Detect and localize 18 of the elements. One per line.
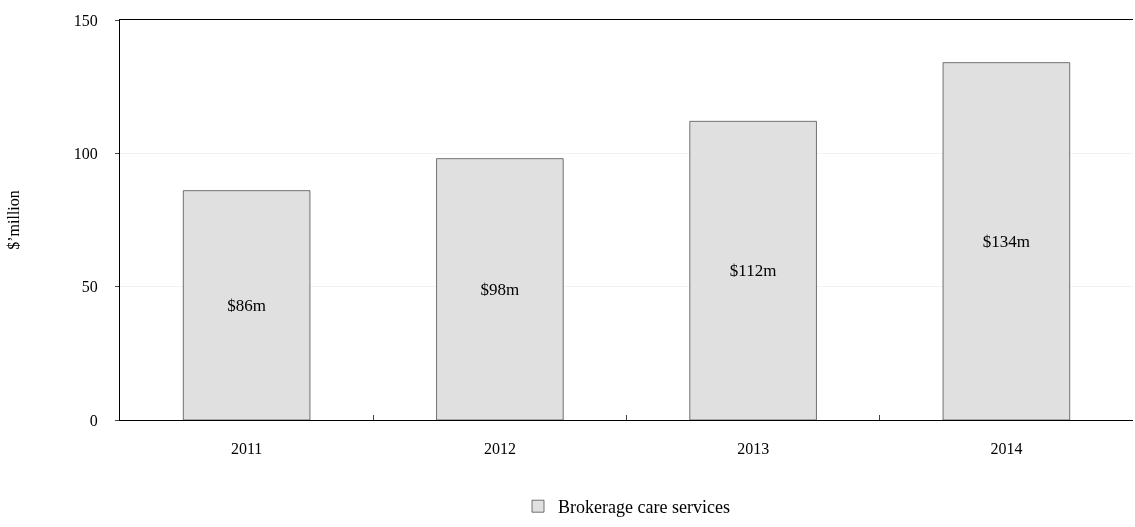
bar: [182, 190, 311, 420]
y-tick-label: 100: [73, 144, 98, 162]
data-label: $134m: [982, 231, 1030, 251]
x-tick-label: 2014: [990, 440, 1023, 458]
y-tick-label: 0: [89, 411, 98, 429]
y-tick-label: 150: [73, 11, 98, 29]
legend-label: Brokerage care services: [558, 497, 730, 518]
x-tick-label: 2013: [737, 440, 770, 458]
data-label: $112m: [729, 261, 777, 281]
bar: [942, 62, 1071, 420]
y-tick-label: 50: [81, 278, 98, 296]
y-axis-title: $’million: [4, 190, 22, 250]
bar: [689, 120, 817, 420]
data-label: $98m: [480, 279, 520, 299]
data-label: $86m: [227, 295, 266, 315]
x-tick-label: 2012: [483, 440, 516, 458]
x-tick-label: 2011: [230, 440, 263, 458]
bar: [436, 158, 564, 420]
